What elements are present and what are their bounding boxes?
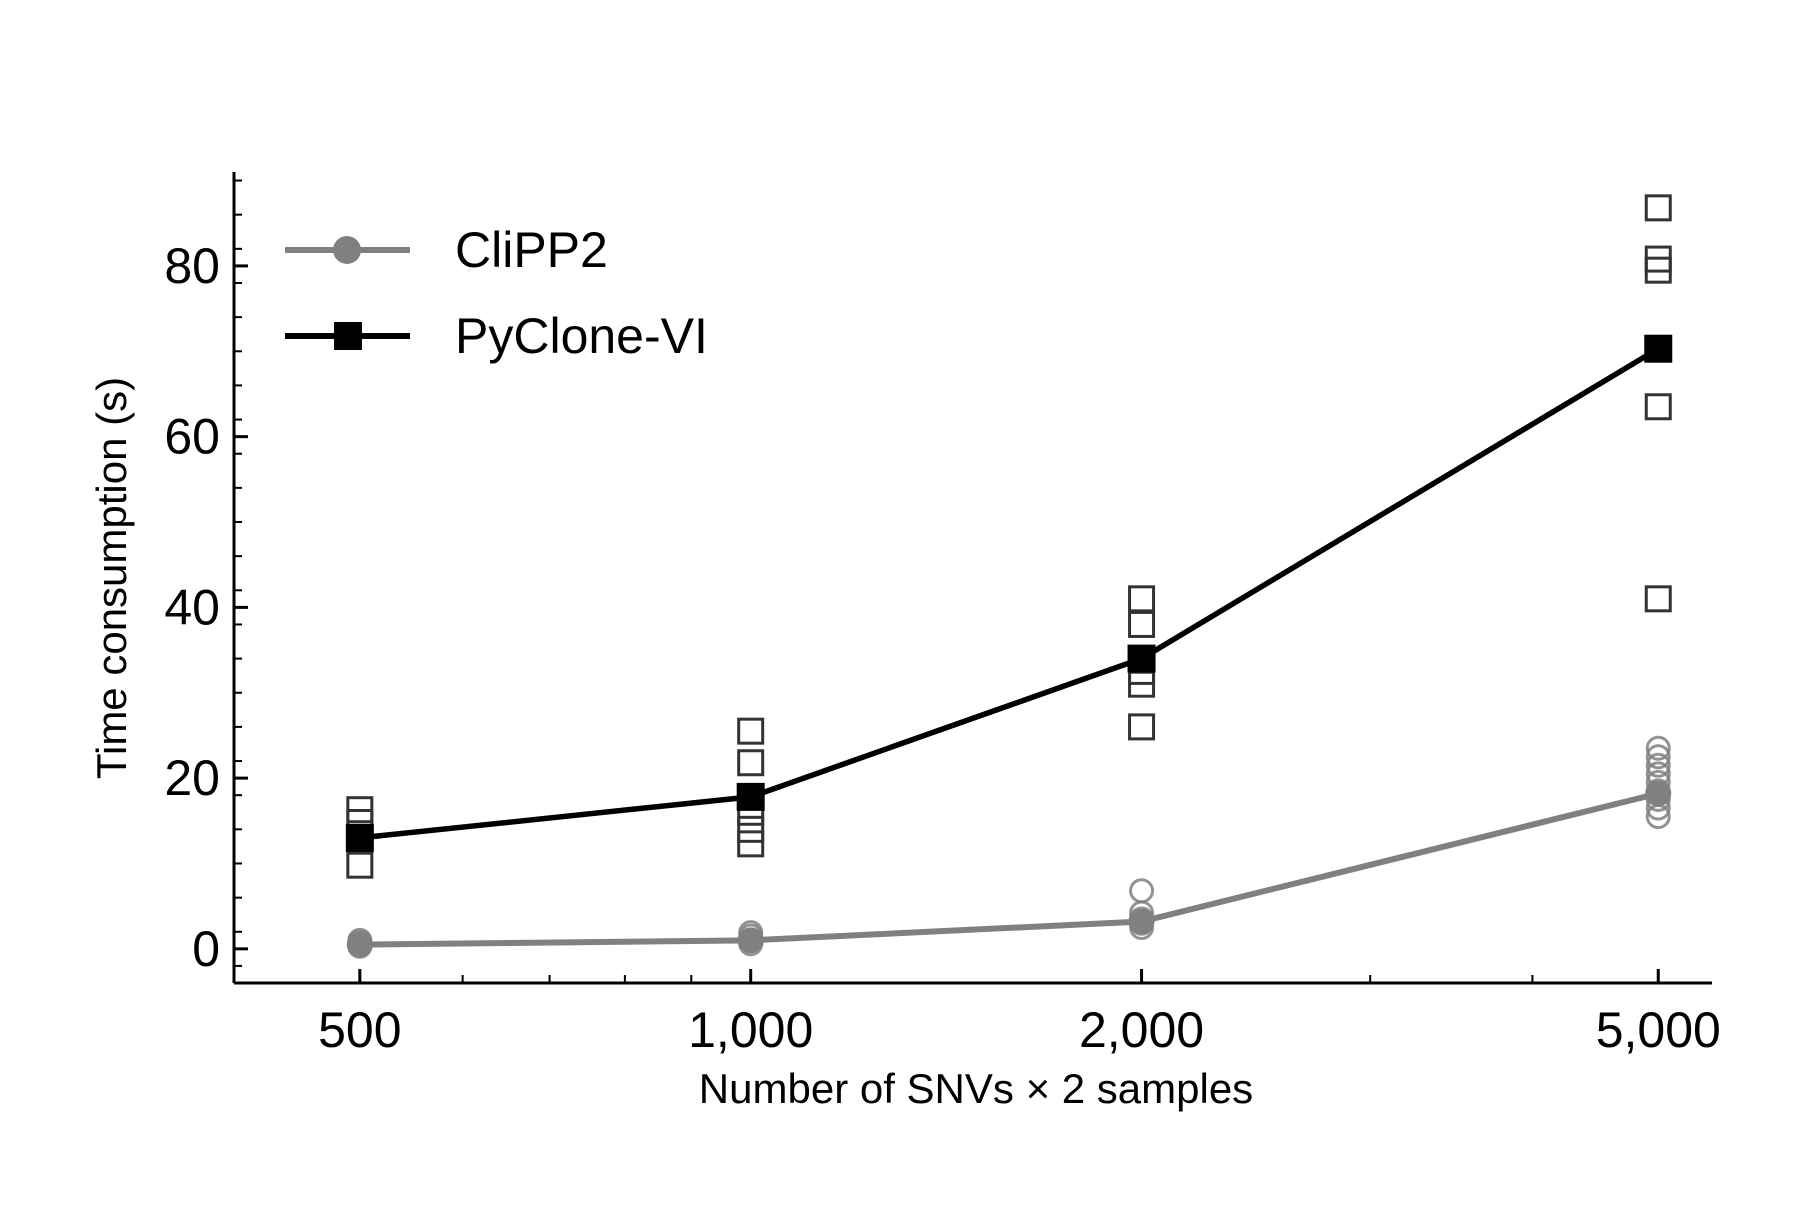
replicate-point	[737, 830, 765, 858]
x-axis-label: Number of SNVs × 2 samples	[699, 1065, 1253, 1112]
legend-item: CliPP2	[285, 222, 608, 278]
series-line	[359, 346, 1660, 841]
x-tick-label: 2,000	[1079, 1002, 1204, 1058]
x-tick-label: 500	[318, 1002, 401, 1058]
replicate-point	[346, 851, 374, 879]
replicate-point	[1128, 585, 1156, 613]
replicate-point	[1644, 585, 1672, 613]
series-pyclone-vi	[345, 194, 1673, 879]
legend-item: PyClone-VI	[285, 308, 708, 364]
series-clipp2	[346, 735, 1672, 959]
replicate-point	[346, 796, 374, 824]
mean-point	[736, 782, 765, 811]
mean-point	[1128, 908, 1155, 935]
x-tick-label: 5,000	[1596, 1002, 1721, 1058]
mean-point	[1644, 334, 1673, 363]
legend-marker	[334, 322, 362, 350]
y-tick-label: 0	[192, 921, 220, 977]
mean-point	[1127, 644, 1156, 673]
mean-point	[345, 823, 374, 852]
replicate-point	[737, 717, 765, 745]
series-line	[359, 790, 1659, 948]
y-tick-label: 60	[164, 409, 220, 465]
y-tick-label: 20	[164, 750, 220, 806]
replicate-point	[1128, 713, 1156, 741]
replicate-point	[1645, 735, 1671, 761]
y-axis-label: Time consumption (s)	[88, 377, 135, 779]
replicate-point	[737, 749, 765, 777]
mean-point	[737, 927, 764, 954]
mean-point	[346, 931, 373, 958]
series-layer	[345, 194, 1673, 959]
legend-label: PyClone-VI	[455, 308, 708, 364]
replicate-point	[1128, 610, 1156, 638]
y-tick-label: 40	[164, 579, 220, 635]
replicate-point	[1645, 744, 1671, 770]
legend: CliPP2 PyClone-VI	[285, 222, 708, 364]
x-tick-label: 1,000	[688, 1002, 813, 1058]
mean-point	[1645, 780, 1672, 807]
replicate-point	[1644, 194, 1672, 222]
replicate-point	[1644, 245, 1672, 273]
replicate-point	[1129, 878, 1155, 904]
y-tick-label: 80	[164, 238, 220, 294]
replicate-point	[737, 815, 765, 843]
axes: 0 20 40 60 80 500 1,000 2,000 5,000	[164, 172, 1721, 1058]
legend-label: CliPP2	[455, 222, 608, 278]
legend-marker	[333, 236, 361, 264]
replicate-point	[1645, 752, 1671, 778]
replicate-point	[1644, 393, 1672, 421]
